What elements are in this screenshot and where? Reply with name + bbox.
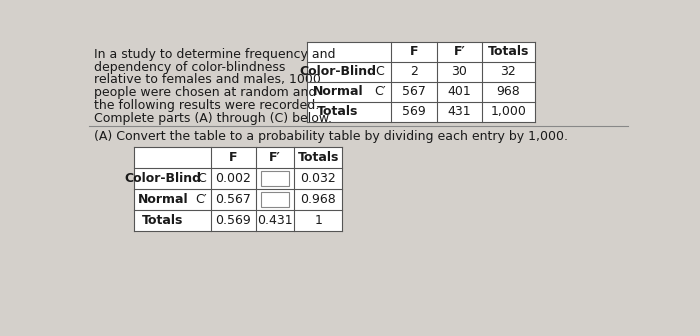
Text: 1: 1	[314, 214, 323, 226]
Text: 401: 401	[447, 85, 471, 98]
Text: 569: 569	[402, 106, 426, 118]
Text: 2: 2	[410, 66, 418, 78]
Text: In a study to determine frequency and: In a study to determine frequency and	[94, 48, 335, 61]
Bar	[262, 171, 288, 186]
Text: C: C	[197, 172, 206, 185]
Text: Totals: Totals	[488, 45, 529, 58]
Text: dependency of color-blindness: dependency of color-blindness	[94, 61, 285, 74]
Text: 0.431: 0.431	[257, 214, 293, 226]
Text: Complete parts (A) through (C) below.: Complete parts (A) through (C) below.	[94, 112, 332, 125]
Text: 0.002: 0.002	[216, 172, 251, 185]
Bar	[134, 148, 342, 230]
Text: 30: 30	[452, 66, 468, 78]
Text: (A) Convert the table to a probability table by dividing each entry by 1,000.: (A) Convert the table to a probability t…	[94, 130, 568, 143]
Text: 0.569: 0.569	[216, 214, 251, 226]
Text: 1,000: 1,000	[491, 106, 526, 118]
Text: 0.968: 0.968	[300, 193, 336, 206]
Text: Normal: Normal	[138, 193, 188, 206]
Text: 431: 431	[448, 106, 471, 118]
Text: relative to females and males, 1000: relative to females and males, 1000	[94, 74, 321, 86]
Text: F: F	[229, 151, 237, 164]
Bar	[307, 42, 535, 122]
Text: Totals: Totals	[317, 106, 358, 118]
Text: Color-Blind: Color-Blind	[300, 66, 377, 78]
Text: 968: 968	[496, 85, 520, 98]
Text: Totals: Totals	[298, 151, 339, 164]
Text: C′: C′	[195, 193, 207, 206]
Text: 0.567: 0.567	[216, 193, 251, 206]
Text: Normal: Normal	[312, 85, 363, 98]
Text: 32: 32	[500, 66, 516, 78]
Text: Totals: Totals	[142, 214, 183, 226]
Text: C: C	[375, 66, 384, 78]
Text: people were chosen at random and: people were chosen at random and	[94, 86, 316, 99]
Bar	[262, 192, 288, 207]
Text: 0.032: 0.032	[300, 172, 336, 185]
Text: F′: F′	[454, 45, 466, 58]
Text: F: F	[410, 45, 418, 58]
Text: C′: C′	[374, 85, 386, 98]
Text: F′: F′	[270, 151, 281, 164]
Text: Color-Blind: Color-Blind	[125, 172, 202, 185]
Text: 567: 567	[402, 85, 426, 98]
Text: the following results were recorded.: the following results were recorded.	[94, 99, 319, 112]
